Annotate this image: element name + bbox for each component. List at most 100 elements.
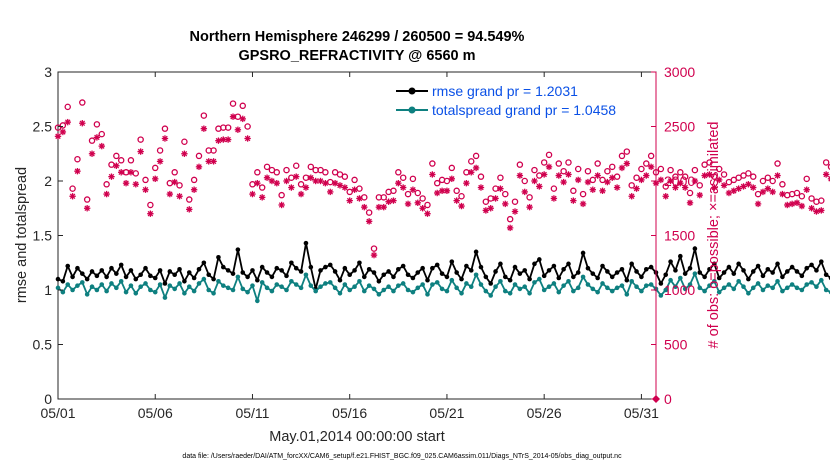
obs-possible-point: [263, 163, 271, 171]
totalspread-point: [255, 298, 260, 304]
rmse-point: [765, 266, 771, 272]
rmse-point: [162, 281, 168, 286]
rmse-point: [551, 263, 557, 269]
totalspread-point: [571, 288, 576, 294]
totalspread-point: [109, 281, 114, 286]
totalspread-point: [352, 284, 357, 290]
totalspread-point: [755, 281, 761, 286]
totalspread-point: [104, 288, 109, 294]
totalspread-point: [648, 282, 654, 287]
obs-possible-point: [380, 194, 387, 201]
totalspread-point: [425, 292, 430, 297]
y-axis-label-right: # of obs: o=possible; ×=assimilated: [706, 122, 722, 349]
totalspread-point: [624, 292, 630, 297]
obs-assimilated-point: [691, 177, 699, 185]
obs-assimilated-point: [98, 142, 105, 150]
totalspread-point: [308, 283, 314, 288]
totalspread-point: [784, 285, 790, 291]
totalspread-point: [279, 284, 284, 290]
rmse-point: [692, 246, 698, 251]
obs-assimilated-point: [210, 158, 217, 165]
rmse-point: [298, 269, 304, 274]
totalspread-point: [70, 287, 75, 293]
obs-possible-point: [502, 190, 509, 198]
obs-assimilated-point: [575, 176, 582, 184]
obs-assimilated-point: [224, 136, 232, 143]
obs-possible-point: [677, 169, 684, 176]
legend-label-rmse: rmse grand pr = 1.2031: [432, 83, 578, 99]
totalspread-point: [318, 284, 323, 290]
rmse-point: [264, 270, 270, 275]
obs-assimilated-point: [754, 200, 762, 208]
rmse-point: [585, 265, 591, 271]
obs-assimilated-point: [220, 136, 227, 143]
obs-assimilated-point: [424, 210, 431, 217]
totalspread-point: [643, 283, 649, 288]
rmse-point: [532, 261, 537, 267]
rmse-point: [167, 269, 173, 274]
rmse-point: [760, 273, 766, 279]
totalspread-point: [84, 292, 90, 297]
obs-possible-point: [808, 195, 815, 202]
rmse-point: [687, 265, 693, 271]
obs-possible-point: [720, 171, 728, 178]
rmse-point: [55, 276, 61, 282]
obs-possible-point: [127, 157, 135, 164]
rmse-point: [799, 273, 805, 279]
obs-possible-point: [623, 148, 631, 155]
totalspread-point: [527, 290, 532, 296]
totalspread-point: [284, 287, 289, 293]
rmse-point: [157, 268, 163, 273]
obs-assimilated-point: [229, 113, 237, 120]
obs-assimilated-point: [322, 179, 329, 187]
totalspread-point: [269, 288, 275, 294]
rmse-point: [114, 271, 119, 276]
totalspread-point: [770, 285, 775, 291]
rmse-point: [255, 277, 260, 283]
rmse-point: [459, 276, 464, 282]
rmse-point: [580, 250, 586, 256]
obs-possible-point: [273, 169, 281, 176]
obs-possible-point: [390, 187, 397, 195]
y-tick-label-left: 0.5: [33, 337, 53, 353]
totalspread-point: [186, 284, 192, 290]
obs-possible-point: [210, 147, 217, 154]
totalspread-point: [819, 277, 824, 283]
obs-assimilated-point: [273, 179, 280, 187]
obs-assimilated-point: [113, 162, 120, 169]
obs-assimilated-point: [536, 183, 543, 190]
obs-possible-point: [399, 174, 407, 181]
obs-possible-point: [550, 185, 558, 192]
totalspread-point: [478, 282, 484, 287]
rmse-point: [284, 273, 289, 279]
rmse-point: [430, 265, 435, 271]
obs-possible-point: [278, 191, 285, 199]
totalspread-point: [444, 288, 450, 294]
x-tick-label: 05/11: [235, 405, 269, 421]
totalspread-point: [298, 285, 304, 291]
rmse-point: [191, 275, 197, 281]
obs-assimilated-point: [458, 202, 465, 210]
obs-possible-point: [93, 121, 101, 128]
obs-possible-point: [565, 159, 572, 166]
obs-assimilated-point: [584, 178, 592, 186]
obs-possible-point: [229, 100, 237, 107]
obs-possible-point: [59, 122, 67, 129]
obs-assimilated-point: [813, 208, 820, 215]
y-axis-label-left: rmse and totalspread: [14, 167, 30, 303]
rmse-point: [221, 264, 226, 270]
obs-assimilated-point: [283, 177, 290, 185]
obs-assimilated-point: [545, 163, 553, 171]
obs-possible-point: [327, 178, 334, 186]
rmse-point: [600, 263, 605, 269]
rmse-point: [75, 265, 80, 271]
totalspread-point: [303, 272, 309, 278]
obs-possible-point: [555, 160, 563, 167]
obs-possible-point: [307, 163, 315, 171]
totalspread-point: [396, 283, 401, 288]
obs-assimilated-point: [331, 179, 339, 187]
obs-possible-point: [536, 172, 543, 179]
totalspread-point: [697, 285, 703, 291]
obs-assimilated-point: [550, 195, 558, 202]
obs-possible-point: [249, 181, 256, 188]
